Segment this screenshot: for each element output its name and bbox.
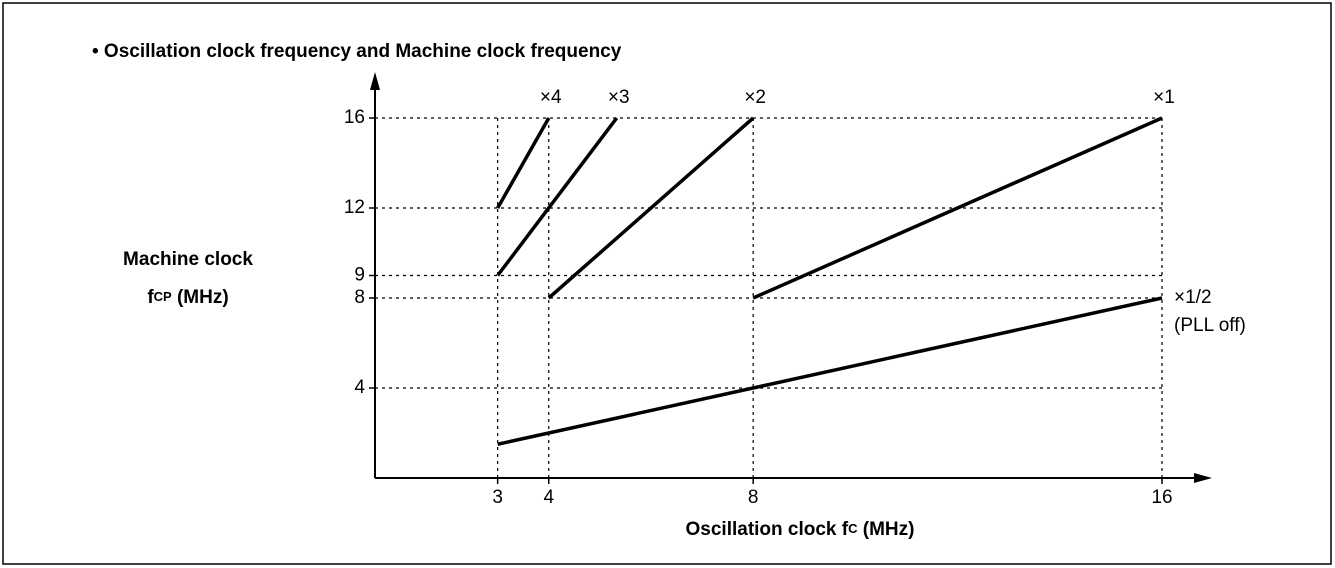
annotation: (PLL off): [1174, 315, 1246, 336]
y-tick-label: 4: [354, 377, 365, 398]
series-line: [496, 117, 551, 209]
series-label: ×4: [540, 87, 562, 108]
series-line: [496, 116, 619, 277]
series-line: [752, 116, 1163, 300]
y-axis-label-part: f: [147, 287, 154, 308]
x-tick-label: 16: [1151, 487, 1172, 508]
x-tick-label: 4: [543, 487, 554, 508]
y-tick-label: 9: [354, 265, 365, 286]
y-axis-label: Machine clock: [123, 249, 253, 270]
series-label: ×2: [744, 87, 766, 108]
x-tick-label: 8: [748, 487, 759, 508]
y-tick-label: 8: [354, 287, 365, 308]
x-tick-label: 3: [492, 487, 503, 508]
x-axis-label-part: (MHz): [858, 519, 915, 540]
series-label: ×1: [1153, 87, 1175, 108]
y-axis-label-part: (MHz): [172, 287, 229, 308]
series-line: [547, 116, 755, 300]
y-axis-label: fCP (MHz): [147, 287, 228, 308]
series-line: [497, 296, 1163, 446]
x-axis-label-sub: C: [848, 521, 858, 536]
y-tick-label: 12: [344, 197, 365, 218]
x-axis-arrow: [1194, 473, 1212, 483]
x-axis-label: Oscillation clock fC (MHz): [686, 519, 915, 540]
series-label: ×3: [608, 87, 630, 108]
y-axis-arrow: [370, 72, 380, 90]
chart-title: • Oscillation clock frequency and Machin…: [92, 41, 622, 62]
y-axis-label-sub: CP: [154, 289, 172, 304]
series-label: ×1/2: [1174, 287, 1212, 308]
y-tick-label: 16: [344, 107, 365, 128]
x-axis-label-part: Oscillation clock f: [686, 519, 849, 540]
